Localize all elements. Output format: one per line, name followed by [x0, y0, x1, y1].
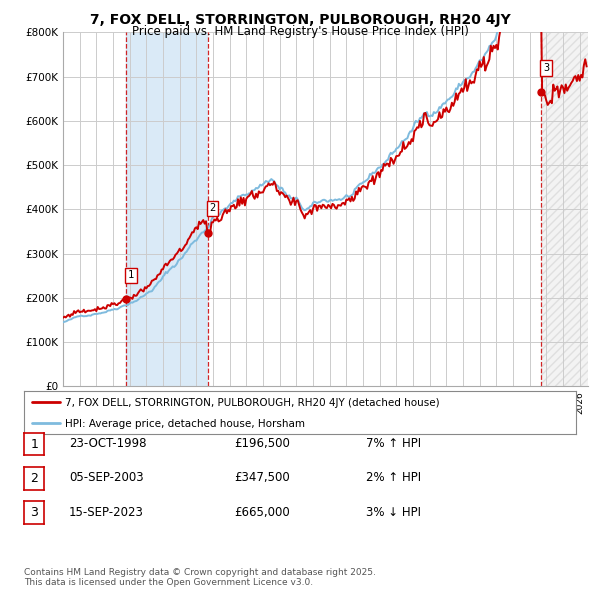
- Text: 3: 3: [543, 63, 549, 73]
- Text: HPI: Average price, detached house, Horsham: HPI: Average price, detached house, Hors…: [65, 419, 305, 429]
- Text: 7, FOX DELL, STORRINGTON, PULBOROUGH, RH20 4JY (detached house): 7, FOX DELL, STORRINGTON, PULBOROUGH, RH…: [65, 398, 440, 408]
- Text: 3% ↓ HPI: 3% ↓ HPI: [366, 506, 421, 519]
- Text: £347,500: £347,500: [234, 471, 290, 484]
- Text: 2: 2: [30, 472, 38, 485]
- Text: £196,500: £196,500: [234, 437, 290, 450]
- Text: 3: 3: [30, 506, 38, 519]
- Bar: [541, 32, 588, 386]
- Text: 7% ↑ HPI: 7% ↑ HPI: [366, 437, 421, 450]
- Text: £665,000: £665,000: [234, 506, 290, 519]
- Bar: [127, 32, 208, 386]
- Text: 1: 1: [30, 438, 38, 451]
- Text: 2: 2: [209, 204, 215, 214]
- Text: Contains HM Land Registry data © Crown copyright and database right 2025.
This d: Contains HM Land Registry data © Crown c…: [24, 568, 376, 587]
- Text: 15-SEP-2023: 15-SEP-2023: [69, 506, 144, 519]
- Text: 2% ↑ HPI: 2% ↑ HPI: [366, 471, 421, 484]
- Text: 7, FOX DELL, STORRINGTON, PULBOROUGH, RH20 4JY: 7, FOX DELL, STORRINGTON, PULBOROUGH, RH…: [89, 13, 511, 27]
- Text: 23-OCT-1998: 23-OCT-1998: [69, 437, 146, 450]
- Text: 05-SEP-2003: 05-SEP-2003: [69, 471, 143, 484]
- Text: Price paid vs. HM Land Registry's House Price Index (HPI): Price paid vs. HM Land Registry's House …: [131, 25, 469, 38]
- Text: 1: 1: [128, 270, 134, 280]
